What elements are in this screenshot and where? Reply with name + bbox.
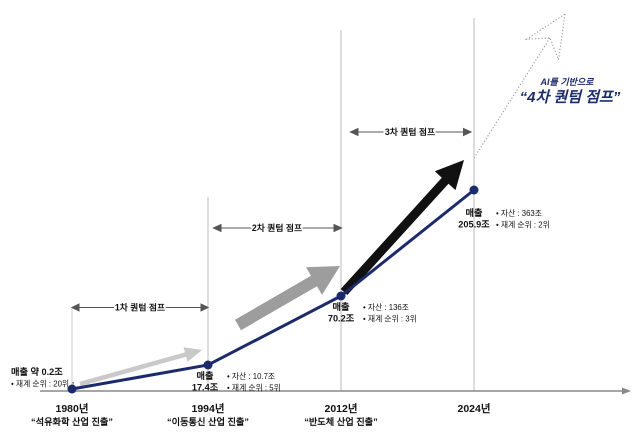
svg-text:“이동통신 산업 진출”: “이동통신 산업 진출”: [167, 416, 249, 427]
svg-text:매출: 매출: [333, 301, 350, 312]
svg-text:70.2조: 70.2조: [328, 314, 355, 324]
svg-text:• 자산 : 136조: • 자산 : 136조: [363, 302, 409, 312]
svg-text:• 재계 순위 : 3위: • 재계 순위 : 3위: [363, 314, 417, 324]
svg-text:2012년: 2012년: [324, 402, 357, 415]
svg-text:매출 약 0.2조: 매출 약 0.2조: [11, 366, 63, 377]
svg-text:• 자산 : 363조: • 자산 : 363조: [496, 208, 542, 218]
svg-text:• 자산 : 10.7조: • 자산 : 10.7조: [227, 371, 275, 381]
svg-text:• 재계 순위 : 20위 ↑: • 재계 순위 : 20위 ↑: [11, 379, 75, 389]
svg-text:• 재계 순위 : 2위: • 재계 순위 : 2위: [496, 220, 550, 230]
svg-text:AI를 기반으로: AI를 기반으로: [540, 77, 595, 87]
svg-text:1980년: 1980년: [55, 402, 88, 415]
svg-text:17.4조: 17.4조: [192, 383, 219, 393]
svg-text:2차 퀀텀 점프: 2차 퀀텀 점프: [252, 222, 302, 233]
svg-text:매출: 매출: [197, 370, 214, 381]
svg-text:1994년: 1994년: [191, 402, 224, 415]
svg-text:“4차 퀀텀 점프”: “4차 퀀텀 점프”: [520, 89, 621, 106]
svg-text:1차 퀀텀 점프: 1차 퀀텀 점프: [115, 302, 165, 313]
svg-text:“반도체 산업 진출”: “반도체 산업 진출”: [304, 416, 377, 427]
svg-text:“석유화학 산업 진출”: “석유화학 산업 진출”: [31, 416, 113, 427]
svg-text:2024년: 2024년: [457, 402, 490, 415]
svg-text:매출: 매출: [466, 207, 483, 218]
svg-text:• 재계 순위 : 5위: • 재계 순위 : 5위: [227, 383, 281, 393]
svg-text:3차 퀀텀 점프: 3차 퀀텀 점프: [385, 126, 435, 137]
svg-text:205.9조: 205.9조: [458, 220, 490, 230]
